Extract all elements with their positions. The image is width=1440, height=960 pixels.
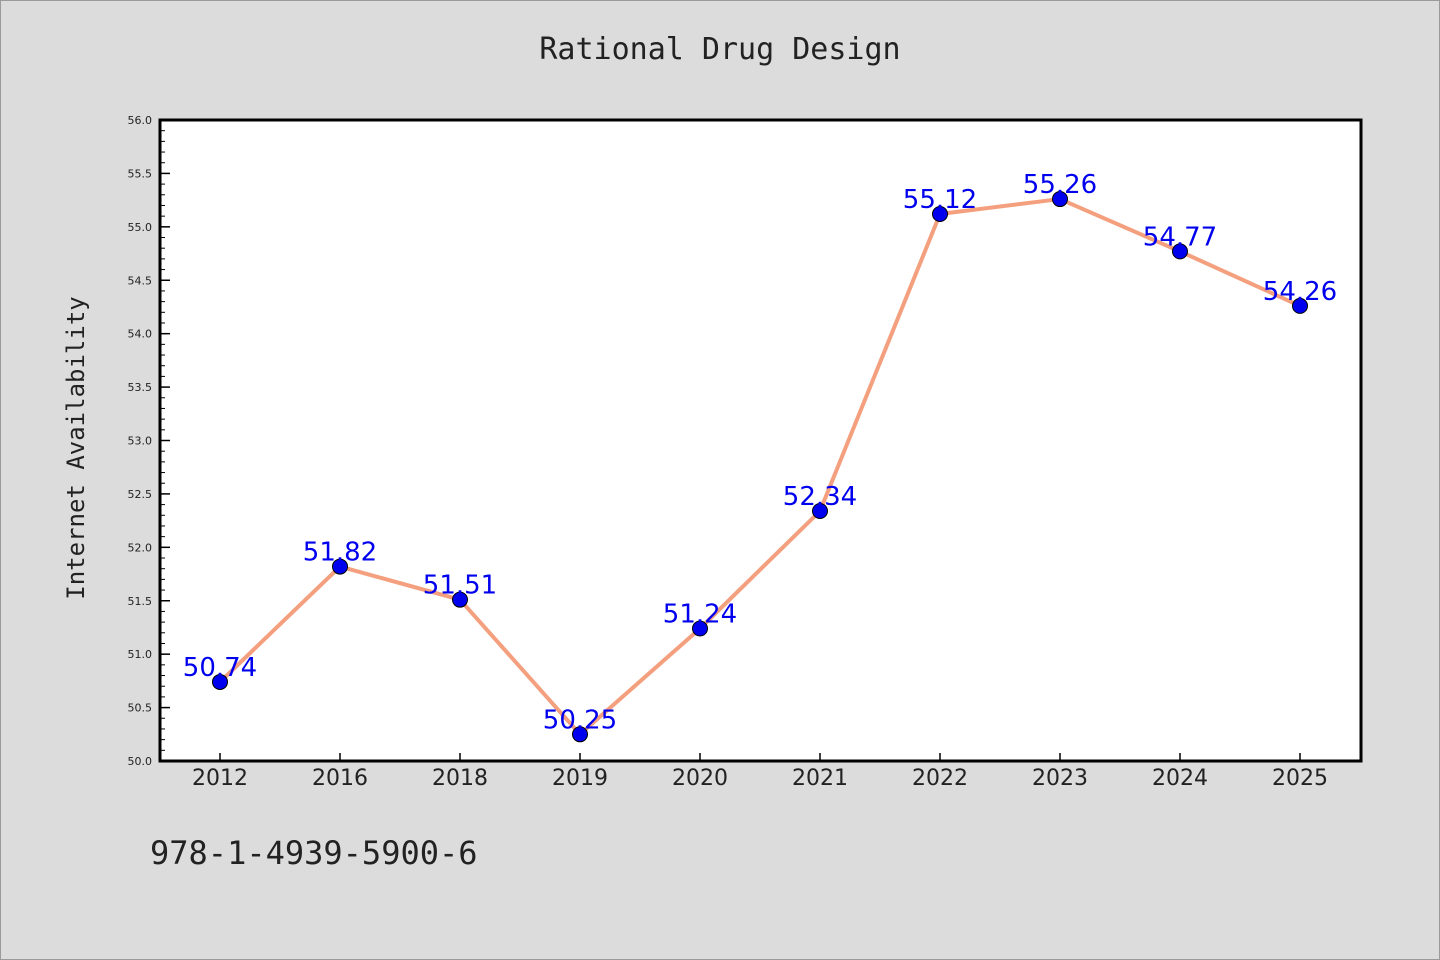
data-labels: 50.74 51.82 51.51 50.25 51.24 52.34 55.12 55.26…	[183, 170, 1337, 735]
data-point	[212, 673, 228, 690]
data-label: 50.25	[543, 705, 617, 735]
data-point	[332, 558, 348, 575]
data-label: 51.82	[303, 538, 377, 568]
x-tick-label: 2024	[1152, 766, 1208, 791]
isbn-text: 978-1-4939-5900-6	[150, 834, 478, 872]
data-label: 55.12	[903, 185, 977, 215]
x-tick-label: 2018	[432, 766, 488, 791]
data-point	[1172, 243, 1188, 260]
data-label: 52.34	[783, 482, 857, 512]
data-point	[932, 206, 948, 223]
x-tick-label: 2025	[1272, 766, 1328, 791]
data-point	[692, 620, 708, 637]
y-tick-label: 52.5	[128, 488, 153, 501]
y-tick-label: 51.0	[128, 648, 153, 661]
plot-area	[160, 120, 1361, 761]
series-line	[218, 197, 1301, 737]
plot-border	[158, 118, 1363, 763]
data-label: 50.74	[183, 653, 257, 683]
x-tick-label: 2012	[192, 766, 248, 791]
y-axis-ticks: 50.0 50.5 51.0 51.5 52.0 52.5 53.0 53.5 54.0 54.5…	[128, 114, 170, 768]
data-label: 54.26	[1263, 277, 1337, 307]
y-tick-label: 55.5	[128, 167, 153, 180]
data-label: 54.77	[1143, 222, 1217, 252]
series-markers	[212, 191, 1308, 743]
y-tick-label: 55.0	[128, 221, 153, 234]
chart-title: Rational Drug Design	[539, 32, 901, 67]
data-label: 51.24	[663, 600, 737, 630]
data-label: 51.51	[423, 571, 497, 601]
y-tick-label: 53.5	[128, 381, 153, 394]
x-tick-label: 2020	[672, 766, 728, 791]
data-point	[452, 591, 468, 608]
y-tick-label: 53.0	[128, 435, 153, 448]
y-tick-label: 56.0	[128, 114, 153, 127]
x-tick-label: 2019	[552, 766, 608, 791]
y-tick-label: 52.0	[128, 541, 153, 554]
data-point	[1292, 297, 1308, 314]
data-label: 55.26	[1023, 170, 1097, 200]
x-tick-label: 2021	[792, 766, 848, 791]
y-tick-label: 54.0	[128, 328, 153, 341]
x-tick-label: 2022	[912, 766, 968, 791]
data-point	[572, 726, 588, 743]
y-tick-label: 50.5	[128, 702, 153, 715]
y-tick-label: 51.5	[128, 595, 153, 608]
data-point	[1052, 191, 1068, 208]
y-tick-label: 54.5	[128, 274, 153, 287]
x-axis-ticks: 2012 2016 2018 2019 2020 2021 2022 2023 2024 2025	[192, 753, 1328, 791]
data-point	[812, 503, 828, 520]
x-tick-label: 2016	[312, 766, 368, 791]
y-tick-label: 50.0	[128, 755, 153, 768]
x-tick-label: 2023	[1032, 766, 1088, 791]
